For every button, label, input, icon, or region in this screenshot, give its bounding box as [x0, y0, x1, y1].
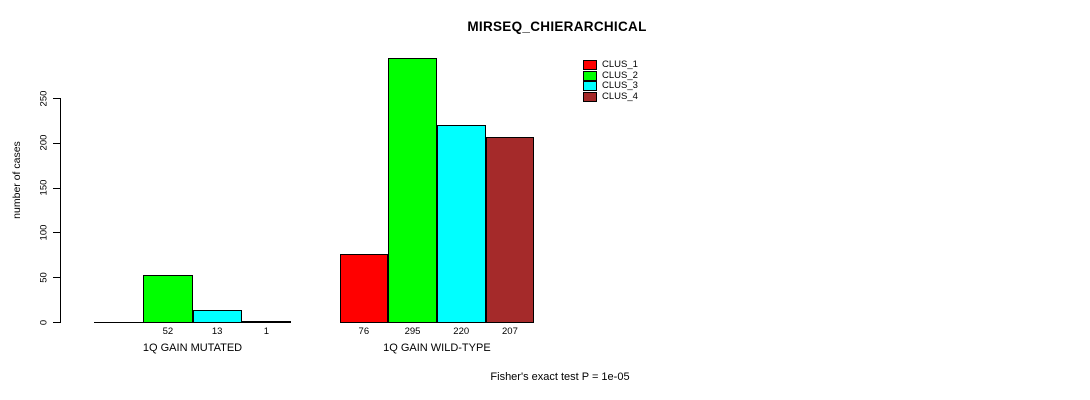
bar [192, 310, 242, 323]
bar [485, 136, 535, 323]
y-axis-tick [53, 277, 60, 279]
bar-value-label: 295 [404, 326, 421, 337]
legend: CLUS_1 CLUS_2 CLUS_3 CLUS_4 [583, 59, 638, 103]
y-axis-tick [53, 98, 60, 99]
y-axis-tick-label: 200 [38, 134, 50, 151]
chart-title: MIRSEQ_CHIERARCHICAL [467, 19, 647, 34]
y-axis-tick-label: 250 [38, 90, 50, 106]
bar [436, 124, 486, 323]
y-axis-tick [53, 142, 60, 144]
y-axis-tick [53, 232, 60, 234]
legend-swatch [583, 91, 597, 102]
y-axis-tick [53, 322, 60, 323]
bar-value-label: 76 [358, 326, 370, 337]
legend-label: CLUS_4 [602, 90, 638, 102]
y-axis-line [60, 98, 61, 323]
legend-label: CLUS_2 [602, 69, 638, 81]
y-axis-tick-label: 150 [38, 179, 50, 196]
y-axis-tick-label: 50 [38, 271, 50, 283]
legend-swatch [583, 60, 597, 71]
x-axis-group-label: 1Q GAIN MUTATED [142, 342, 243, 354]
stat-annotation: Fisher's exact test P = 1e-05 [490, 371, 630, 383]
y-axis-tick-label: 100 [38, 224, 50, 241]
bar-value-label: 207 [502, 326, 518, 337]
legend-label: CLUS_3 [602, 80, 638, 91]
bar-value-label: 52 [162, 326, 174, 337]
legend-label: CLUS_1 [602, 59, 638, 70]
legend-item: CLUS_2 [583, 69, 638, 82]
bar-value-label: 1 [263, 326, 270, 337]
bar [388, 57, 437, 323]
legend-item: CLUS_1 [583, 59, 638, 71]
bar [339, 253, 389, 323]
bar [143, 275, 193, 323]
bar [241, 321, 291, 322]
legend-item: CLUS_3 [583, 80, 638, 92]
legend-swatch [583, 70, 597, 81]
bar-value-label: 13 [211, 326, 223, 337]
y-axis-tick [53, 187, 60, 189]
y-axis-label: number of cases [11, 141, 23, 219]
y-axis-tick-label: 0 [38, 319, 50, 325]
legend-item: CLUS_4 [583, 90, 638, 103]
legend-swatch [583, 81, 597, 92]
bar-value-label: 220 [453, 326, 470, 337]
x-axis-group-label: 1Q GAIN WILD-TYPE [383, 342, 491, 354]
